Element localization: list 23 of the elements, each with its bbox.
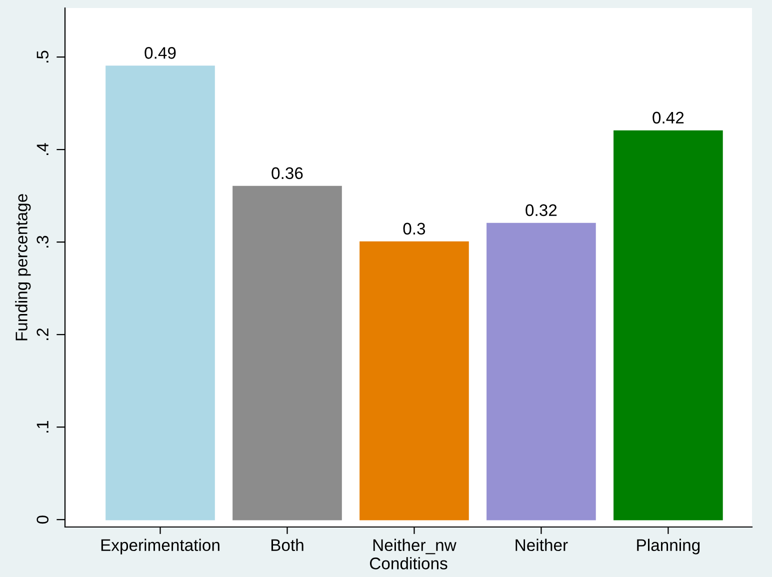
data-label: 0.49 [144,47,176,59]
data-label: 0.32 [526,204,557,216]
data-label: 0.42 [652,112,684,124]
x-tick-label: Planning [637,538,700,554]
y-tick-label: 0 [36,516,49,524]
y-tick-label: .4 [36,143,48,155]
bar [360,241,469,520]
x-tick-label: Both [271,538,304,552]
x-axis-title: Conditions [370,557,448,570]
x-tick-label: Experimentation [101,538,220,554]
x-tick-label: Neither_nw [373,538,456,554]
data-label: 0.3 [403,222,426,235]
bar [614,130,723,520]
x-tick-label: Neither [516,538,568,552]
bar [106,66,215,520]
y-tick-label: .5 [36,50,49,62]
y-tick-label: .3 [36,236,49,248]
y-tick-label: .2 [36,328,48,340]
bar [232,186,342,520]
data-label: 0.36 [272,167,303,180]
y-tick-label: .1 [36,420,48,433]
bar [486,222,596,520]
y-axis-title: Funding percentage [15,194,31,340]
